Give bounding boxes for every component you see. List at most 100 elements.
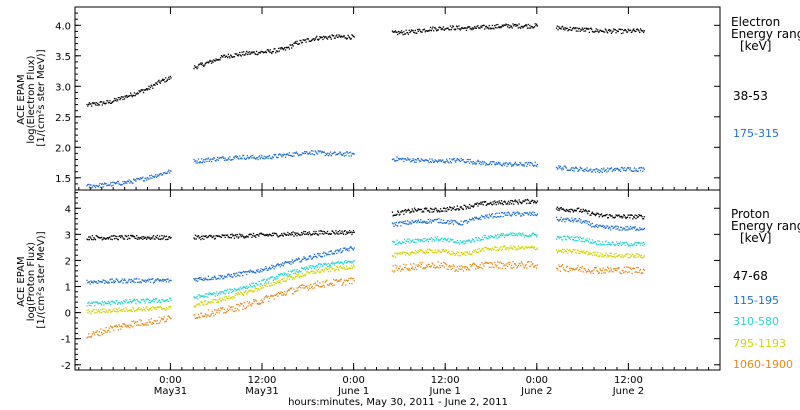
- data-point: [226, 274, 229, 276]
- data-point: [607, 243, 609, 246]
- data-point: [303, 230, 305, 233]
- data-point: [522, 213, 524, 215]
- data-point: [94, 239, 97, 241]
- data-point: [468, 221, 470, 223]
- x-tick-sublabel: May31: [245, 386, 278, 397]
- data-point: [131, 235, 133, 238]
- data-point: [124, 182, 126, 184]
- data-point: [292, 293, 294, 295]
- data-point: [130, 94, 132, 96]
- data-point: [125, 282, 127, 284]
- data-point: [319, 150, 321, 152]
- data-point: [536, 267, 538, 269]
- data-point: [562, 208, 564, 210]
- data-point: [282, 155, 284, 157]
- data-point: [494, 216, 496, 218]
- data-point: [458, 243, 461, 245]
- data-point: [126, 324, 129, 327]
- data-point: [400, 243, 403, 245]
- data-point: [295, 42, 297, 44]
- data-point: [287, 276, 289, 278]
- data-point: [446, 220, 448, 222]
- data-point: [558, 207, 560, 210]
- data-point: [117, 99, 119, 101]
- data-point: [146, 298, 148, 300]
- data-point: [123, 278, 126, 280]
- data-point: [275, 294, 277, 297]
- data-point: [208, 315, 210, 317]
- data-point: [352, 153, 355, 155]
- data-point: [481, 162, 483, 164]
- data-point: [100, 328, 102, 330]
- data-point: [467, 240, 469, 242]
- data-point: [319, 266, 321, 268]
- data-point: [213, 292, 215, 294]
- data-point: [452, 251, 455, 254]
- data-point: [130, 300, 132, 303]
- data-point: [263, 284, 265, 286]
- data-point: [291, 276, 293, 278]
- data-point: [217, 301, 219, 303]
- data-point: [333, 152, 335, 154]
- data-point: [639, 268, 642, 271]
- data-point: [583, 241, 585, 243]
- data-point: [503, 212, 505, 215]
- data-point: [454, 270, 456, 272]
- data-point: [643, 216, 645, 218]
- data-point: [405, 252, 407, 254]
- data-point: [274, 48, 276, 50]
- data-point: [121, 326, 123, 328]
- data-point: [395, 214, 397, 216]
- data-point: [487, 262, 489, 265]
- data-point: [437, 29, 439, 31]
- data-point: [95, 281, 97, 283]
- data-point: [199, 304, 201, 307]
- data-point: [488, 28, 490, 30]
- data-point: [289, 273, 291, 276]
- data-point: [254, 235, 256, 237]
- data-point: [326, 37, 328, 39]
- data-point: [575, 251, 577, 253]
- data-point: [599, 29, 601, 31]
- data-point: [302, 39, 304, 41]
- data-point: [150, 278, 152, 280]
- data-point: [504, 214, 506, 216]
- data-point: [88, 236, 90, 238]
- data-point: [343, 267, 345, 269]
- data-point: [251, 270, 253, 272]
- data-point: [605, 169, 607, 171]
- data-point: [352, 264, 355, 266]
- data-point: [587, 268, 590, 270]
- data-point: [103, 308, 105, 310]
- data-point: [218, 274, 220, 277]
- data-point: [161, 318, 163, 321]
- data-point: [475, 237, 477, 239]
- data-point: [294, 290, 297, 293]
- data-point: [278, 264, 280, 266]
- data-point: [89, 336, 91, 338]
- data-point: [575, 210, 577, 212]
- data-point: [400, 32, 402, 34]
- data-point: [229, 308, 231, 310]
- data-point: [115, 98, 117, 100]
- data-point: [297, 232, 299, 234]
- data-point: [353, 247, 355, 249]
- data-point: [567, 252, 569, 254]
- data-point: [218, 298, 220, 300]
- data-point: [158, 175, 160, 177]
- data-point: [597, 213, 600, 215]
- data-point: [560, 167, 562, 170]
- data-point: [428, 263, 430, 265]
- data-point: [294, 269, 296, 271]
- data-point: [642, 228, 644, 230]
- data-point: [107, 100, 109, 102]
- data-point: [606, 243, 608, 246]
- data-point: [336, 232, 338, 234]
- data-point: [617, 244, 619, 246]
- data-point: [452, 207, 455, 210]
- data-point: [142, 299, 145, 301]
- data-point: [94, 281, 96, 283]
- data-point: [311, 285, 313, 288]
- data-point: [336, 36, 339, 38]
- data-point: [460, 28, 462, 30]
